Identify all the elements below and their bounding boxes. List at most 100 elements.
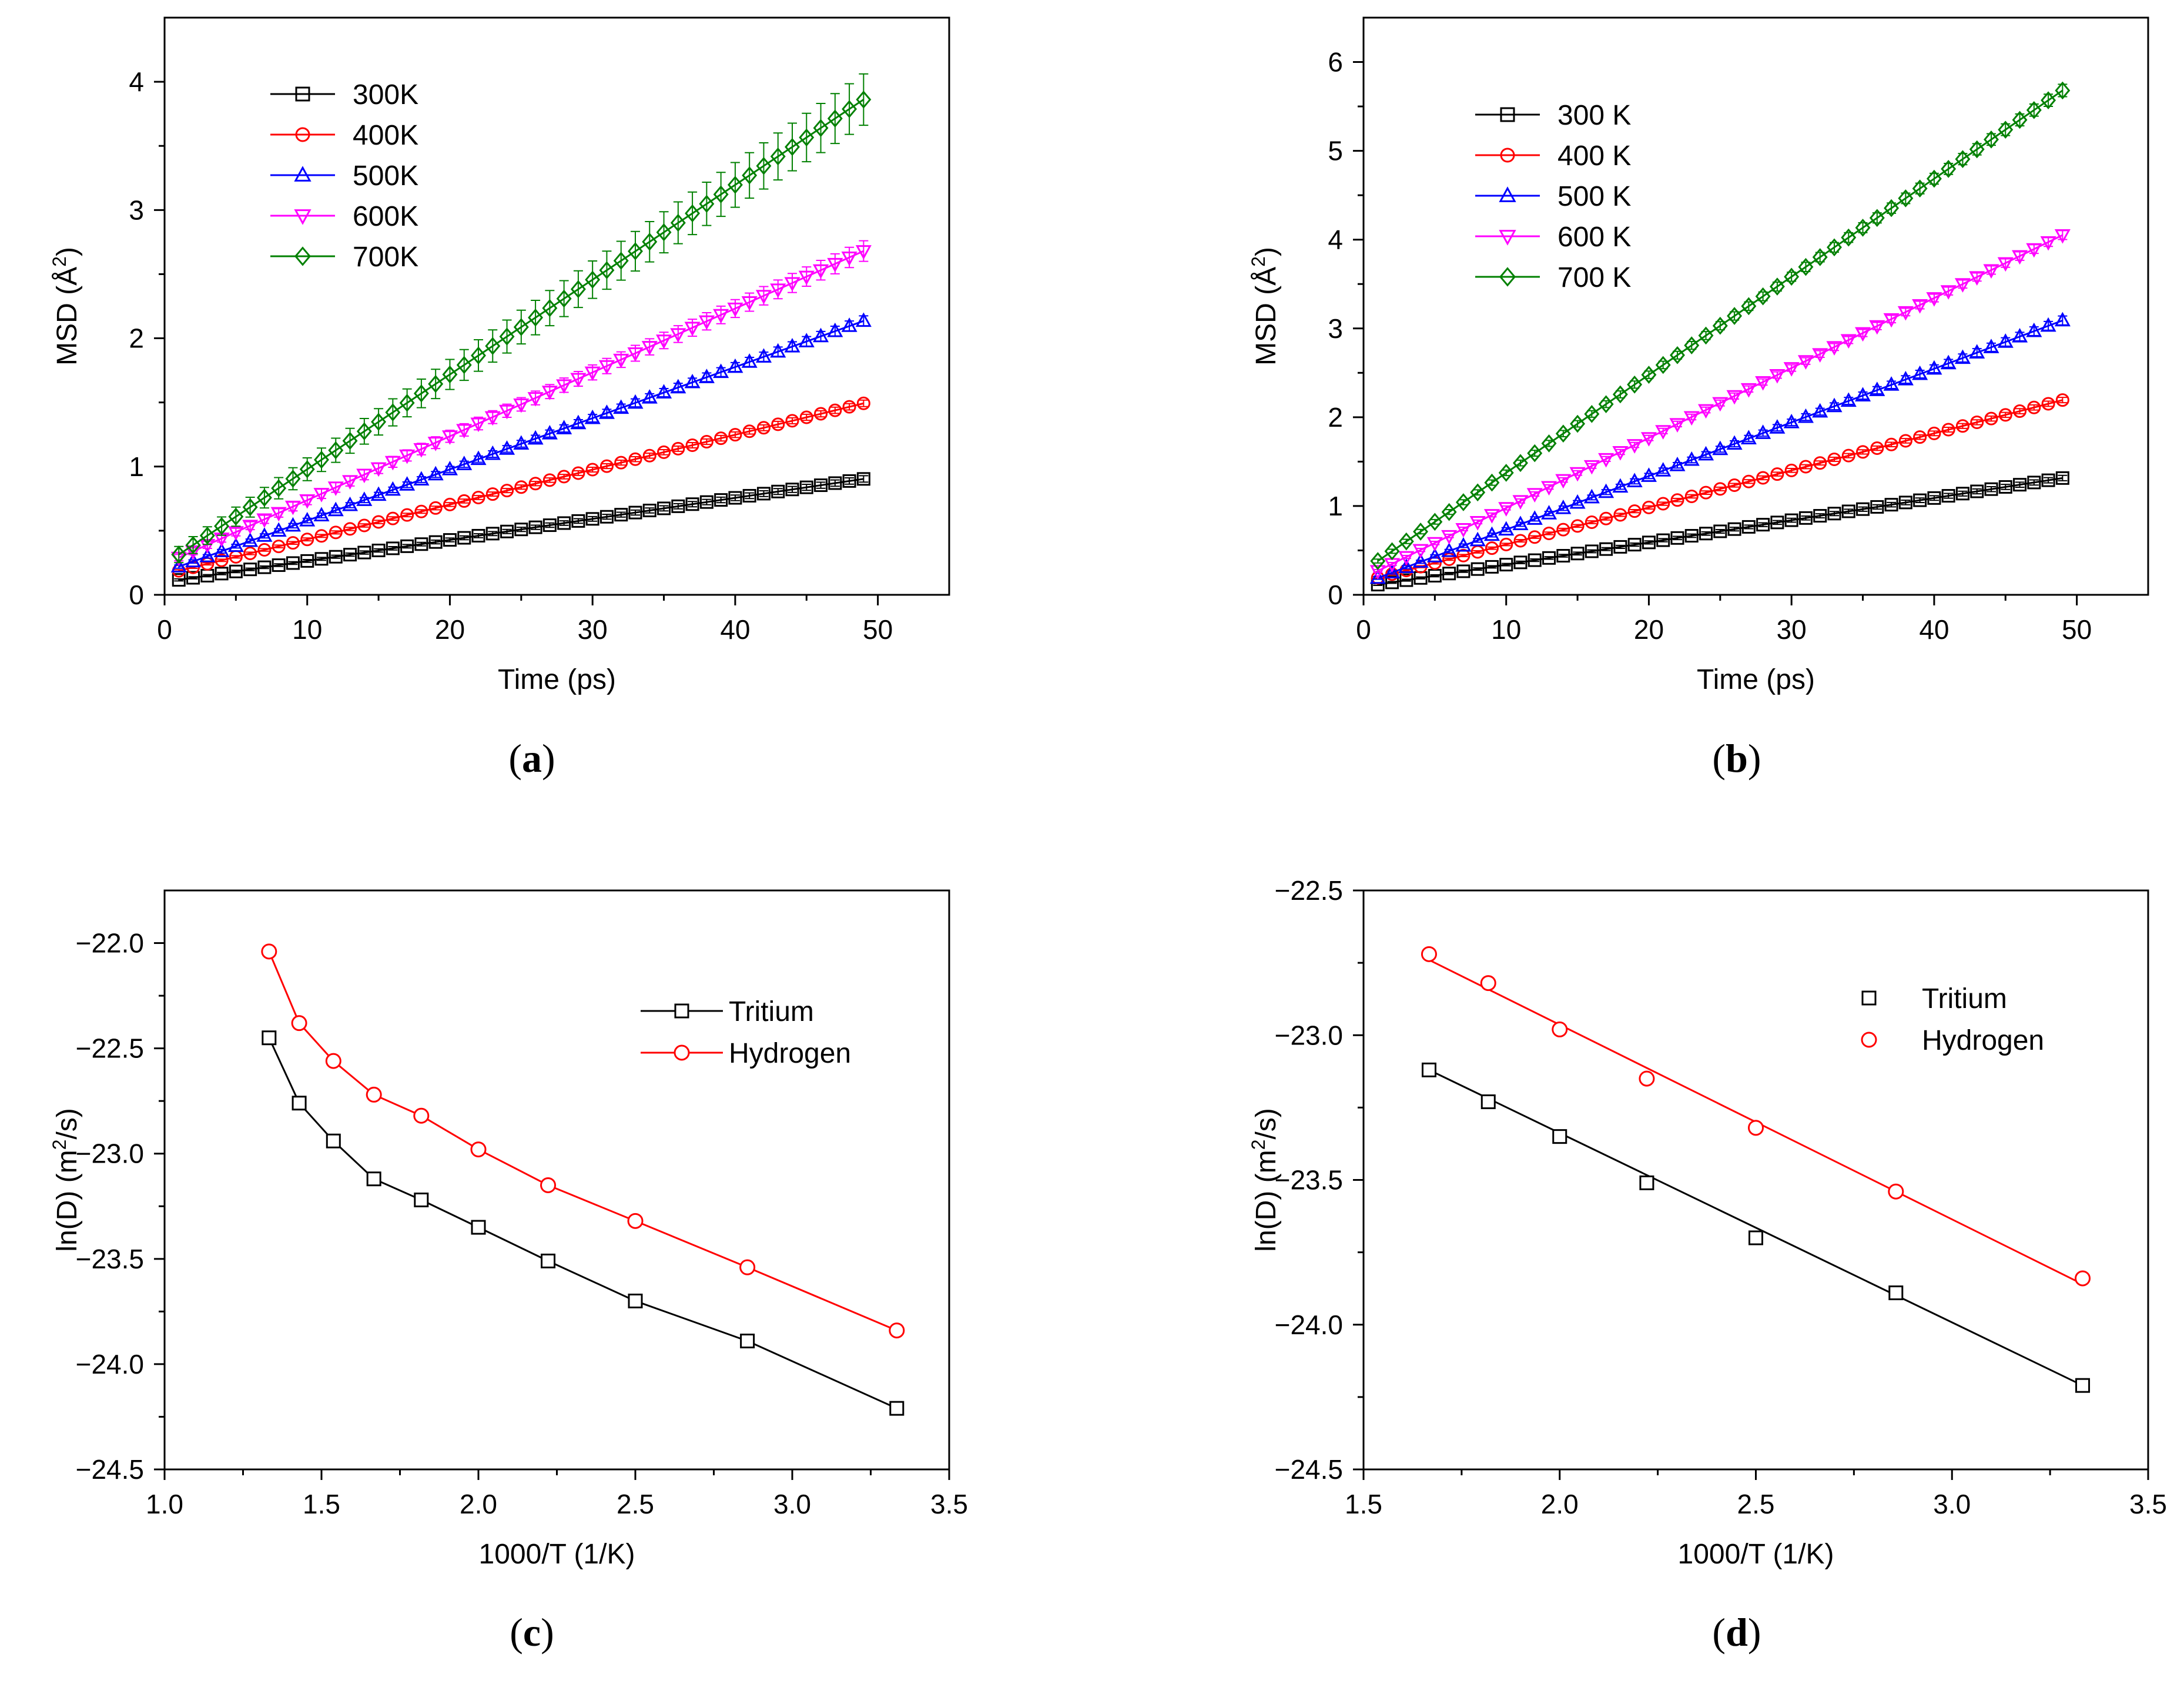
data-point [1684, 336, 1700, 354]
data-point [1883, 376, 1900, 391]
data-point [485, 527, 500, 541]
data-point [756, 156, 772, 175]
data-point [2027, 475, 2041, 490]
data-point [570, 280, 586, 299]
data-point [698, 315, 715, 330]
data-point [1528, 553, 1542, 567]
data-point [371, 543, 386, 557]
data-point [1498, 464, 1514, 482]
data-point [627, 1213, 644, 1229]
x-tick-label: 1.0 [146, 1489, 183, 1519]
data-point [727, 176, 743, 194]
data-point [414, 504, 428, 518]
data-point [284, 500, 301, 515]
data-point [413, 1107, 430, 1124]
legend-marker [1499, 230, 1516, 246]
data-point [1684, 489, 1699, 503]
data-point [171, 545, 187, 564]
data-point [1698, 404, 1714, 419]
data-point [1412, 553, 1429, 568]
data-point [740, 1334, 755, 1349]
data-point [1399, 573, 1413, 587]
data-point [1528, 530, 1542, 544]
data-point [1526, 488, 1543, 503]
data-point [2026, 322, 2042, 337]
data-point [1869, 381, 1885, 396]
data-point [470, 450, 487, 466]
data-point [1385, 575, 1399, 590]
x-tick-label: 50 [863, 614, 893, 645]
y-tick-label: 2 [129, 323, 144, 354]
data-point [1926, 292, 1942, 307]
data-point [1869, 209, 1885, 227]
data-point [599, 261, 615, 280]
data-point [656, 384, 672, 399]
data-point [1426, 548, 1443, 562]
data-point [1855, 327, 1871, 342]
data-point [813, 327, 829, 343]
data-point [256, 488, 272, 507]
data-point [1655, 356, 1671, 374]
data-point [1998, 480, 2012, 494]
data-point [528, 520, 542, 534]
legend-label: Hydrogen [729, 1038, 851, 1069]
series-500K [1369, 312, 2071, 584]
data-point [1683, 411, 1700, 426]
data-point [1512, 495, 1529, 510]
data-point [1898, 495, 1912, 510]
legend-marker [1500, 148, 1515, 163]
data-point [1599, 542, 1613, 556]
data-point [1627, 504, 1642, 518]
data-point [2026, 101, 2042, 119]
data-point [441, 460, 458, 475]
panel-label: (b) [1712, 736, 1761, 781]
data-point [229, 564, 243, 578]
fit-line [1428, 1069, 2083, 1387]
data-point [671, 499, 685, 513]
data-point [1784, 267, 1800, 286]
data-point [856, 396, 870, 410]
data-point [299, 494, 316, 509]
series-400K [1371, 393, 2069, 585]
data-point [1599, 511, 1613, 525]
data-point [329, 525, 343, 540]
data-point [1727, 522, 1741, 536]
series-tritium [262, 1030, 905, 1416]
data-point [1813, 456, 1827, 470]
data-point [1626, 439, 1643, 454]
data-point [271, 479, 287, 497]
data-point [755, 290, 772, 304]
data-point [714, 493, 728, 507]
data-point [685, 204, 701, 223]
legend-marker [295, 86, 310, 102]
legend-label: Hydrogen [1922, 1025, 2044, 1056]
data-point [1997, 257, 2014, 272]
data-point [1413, 523, 1429, 541]
data-point [1888, 1183, 1904, 1200]
y-tick-label: 3 [129, 195, 144, 225]
data-point [513, 318, 529, 336]
data-point [1783, 362, 1800, 377]
data-point [2075, 1378, 2091, 1393]
x-tick-label: 3.5 [930, 1489, 968, 1519]
data-point [571, 514, 585, 528]
x-tick-label: 1.5 [303, 1489, 340, 1519]
data-point [413, 443, 430, 458]
data-point [1812, 403, 1828, 418]
data-point [1369, 569, 1386, 584]
data-point [1699, 485, 1713, 500]
data-point [1912, 179, 1928, 198]
data-point [627, 347, 644, 362]
data-point [1983, 339, 1999, 353]
data-point [1541, 481, 1557, 496]
data-point [170, 558, 187, 573]
data-point [1598, 453, 1614, 468]
data-point [670, 328, 686, 343]
data-point [1669, 456, 1686, 471]
data-point [399, 449, 416, 464]
data-point [386, 511, 400, 525]
data-point [756, 421, 771, 435]
series-300K [1371, 471, 2069, 592]
x-tick-label: 50 [2062, 614, 2092, 645]
data-point [1426, 537, 1443, 552]
